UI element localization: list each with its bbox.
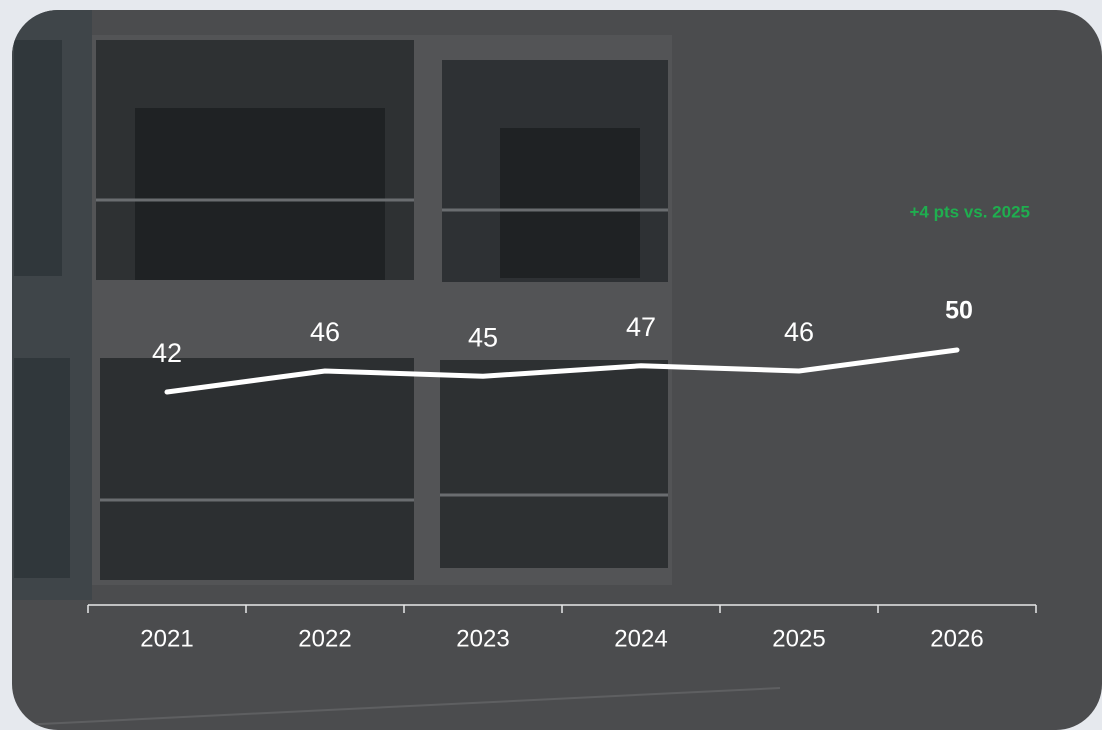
x-tick-label: 2021: [140, 625, 193, 652]
background-photo: [12, 10, 781, 726]
x-tick-label: 2024: [614, 625, 667, 652]
value-label: 45: [468, 322, 498, 352]
value-label: 50: [945, 297, 973, 325]
x-tick-label: 2022: [298, 625, 351, 652]
value-label: 46: [784, 317, 814, 347]
x-tick-label: 2025: [772, 625, 825, 652]
value-label: 42: [152, 338, 182, 368]
value-label: 47: [626, 312, 656, 342]
x-tick-label: 2026: [930, 625, 983, 652]
x-tick-label: 2023: [456, 625, 509, 652]
annotation: +4 pts vs. 2025: [909, 202, 1030, 221]
line: [164, 347, 960, 395]
value-label: 46: [310, 317, 340, 347]
